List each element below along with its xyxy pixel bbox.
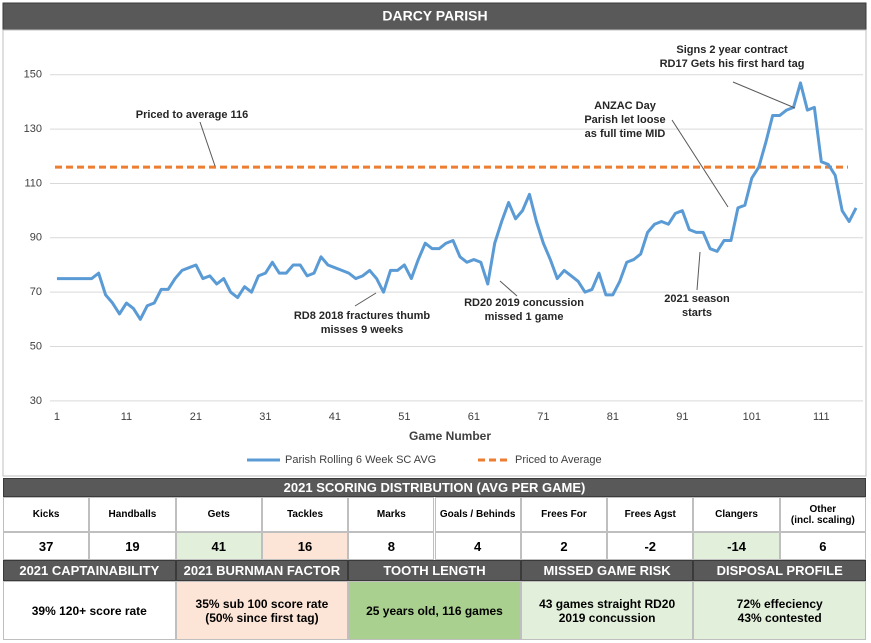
x-tick-label: 111 (813, 411, 830, 423)
annotation: Parish let loose (584, 114, 665, 126)
stat-label: Handballs (89, 497, 176, 532)
annotation: Priced to average 116 (136, 109, 249, 121)
profile-text: 35% sub 100 score rate (50% since first … (175, 581, 349, 640)
annotation: RD8 2018 fractures thumb (294, 310, 431, 322)
annotation: ANZAC Day (594, 100, 657, 112)
stat-label: Frees For (520, 497, 608, 532)
legend-label: Parish Rolling 6 Week SC AVG (285, 454, 436, 466)
x-tick-label: 91 (676, 411, 688, 423)
annotation: misses 9 weeks (321, 324, 404, 336)
line-series (56, 81, 858, 321)
annotation-leader (354, 292, 377, 307)
annotation: 2021 season (664, 293, 730, 305)
stat-value: 16 (261, 532, 349, 560)
stat-label: Frees Agst (607, 497, 694, 532)
profile-header: DISPOSAL PROFILE (693, 560, 866, 581)
annotation-leader (696, 251, 701, 291)
legend-label: Priced to Average (515, 454, 602, 466)
x-tick-label: 61 (468, 411, 480, 423)
x-axis-title: Game Number (409, 429, 491, 443)
profile-header: TOOTH LENGTH (348, 560, 521, 581)
profile-header: MISSED GAME RISK (520, 560, 694, 581)
x-tick-label: 101 (743, 411, 761, 423)
annotation-leader (671, 119, 729, 208)
chart-frame (2, 29, 867, 477)
chart: DARCY PARISH Game Number 30 50 70 90 110 130 1… (2, 2, 867, 477)
annotation: starts (682, 307, 712, 319)
annotation: missed 1 game (485, 311, 564, 323)
x-tick-label: 71 (537, 411, 549, 423)
annotation-leader (499, 280, 518, 297)
profile-text: 72% effeciency 43% contested (693, 581, 866, 640)
x-tick-label: 81 (607, 411, 619, 423)
x-tick-label: 51 (398, 411, 410, 423)
y-tick-label: 70 (30, 286, 42, 298)
chart-title: DARCY PARISH (382, 8, 487, 24)
section-header: 2021 SCORING DISTRIBUTION (AVG PER GAME) (3, 478, 866, 497)
profile-text: 25 years old, 116 games (348, 581, 521, 640)
stat-label: Goals / Behinds (434, 497, 521, 532)
x-tick-label: 1 (54, 411, 60, 423)
stat-value: 2 (520, 532, 608, 560)
x-tick-label: 41 (329, 411, 341, 423)
stat-value: 6 (779, 532, 866, 560)
annotation: RD20 2019 concussion (464, 297, 584, 309)
profile-text: 39% 120+ score rate (3, 581, 176, 640)
profile-header: 2021 CAPTAINABILITY (3, 560, 176, 581)
stat-value: 19 (89, 532, 176, 560)
stat-label: Clangers (693, 497, 780, 532)
stat-value: 8 (348, 532, 435, 560)
profile-text: 43 games straight RD20 2019 concussion (520, 581, 694, 640)
annotation-leader (732, 81, 796, 109)
annotation: as full time MID (585, 128, 666, 140)
annotation: Signs 2 year contract (676, 44, 788, 56)
stat-value: 41 (175, 532, 262, 560)
y-tick-label: 50 (30, 340, 42, 352)
x-tick-label: 31 (259, 411, 271, 423)
stat-value: 4 (434, 532, 521, 560)
y-tick-label: 150 (24, 69, 42, 81)
y-tick-label: 30 (30, 395, 42, 407)
stat-value: -2 (607, 532, 694, 560)
stat-label: Kicks (3, 497, 90, 532)
stat-label: Marks (348, 497, 435, 532)
y-tick-label: 130 (24, 123, 42, 135)
y-tick-label: 90 (30, 232, 42, 244)
y-tick-label: 110 (24, 177, 42, 189)
annotation-leader (199, 121, 216, 167)
title-bar (2, 2, 867, 31)
annotation: RD17 Gets his first hard tag (660, 58, 805, 70)
x-tick-label: 21 (190, 411, 202, 423)
stat-label: Other (incl. scaling) (779, 497, 866, 532)
x-tick-label: 11 (121, 411, 132, 423)
stat-label: Tackles (261, 497, 349, 532)
stat-value: 37 (3, 532, 90, 560)
stat-label: Gets (175, 497, 262, 532)
stat-value: -14 (693, 532, 780, 560)
profile-header: 2021 BURNMAN FACTOR (175, 560, 349, 581)
